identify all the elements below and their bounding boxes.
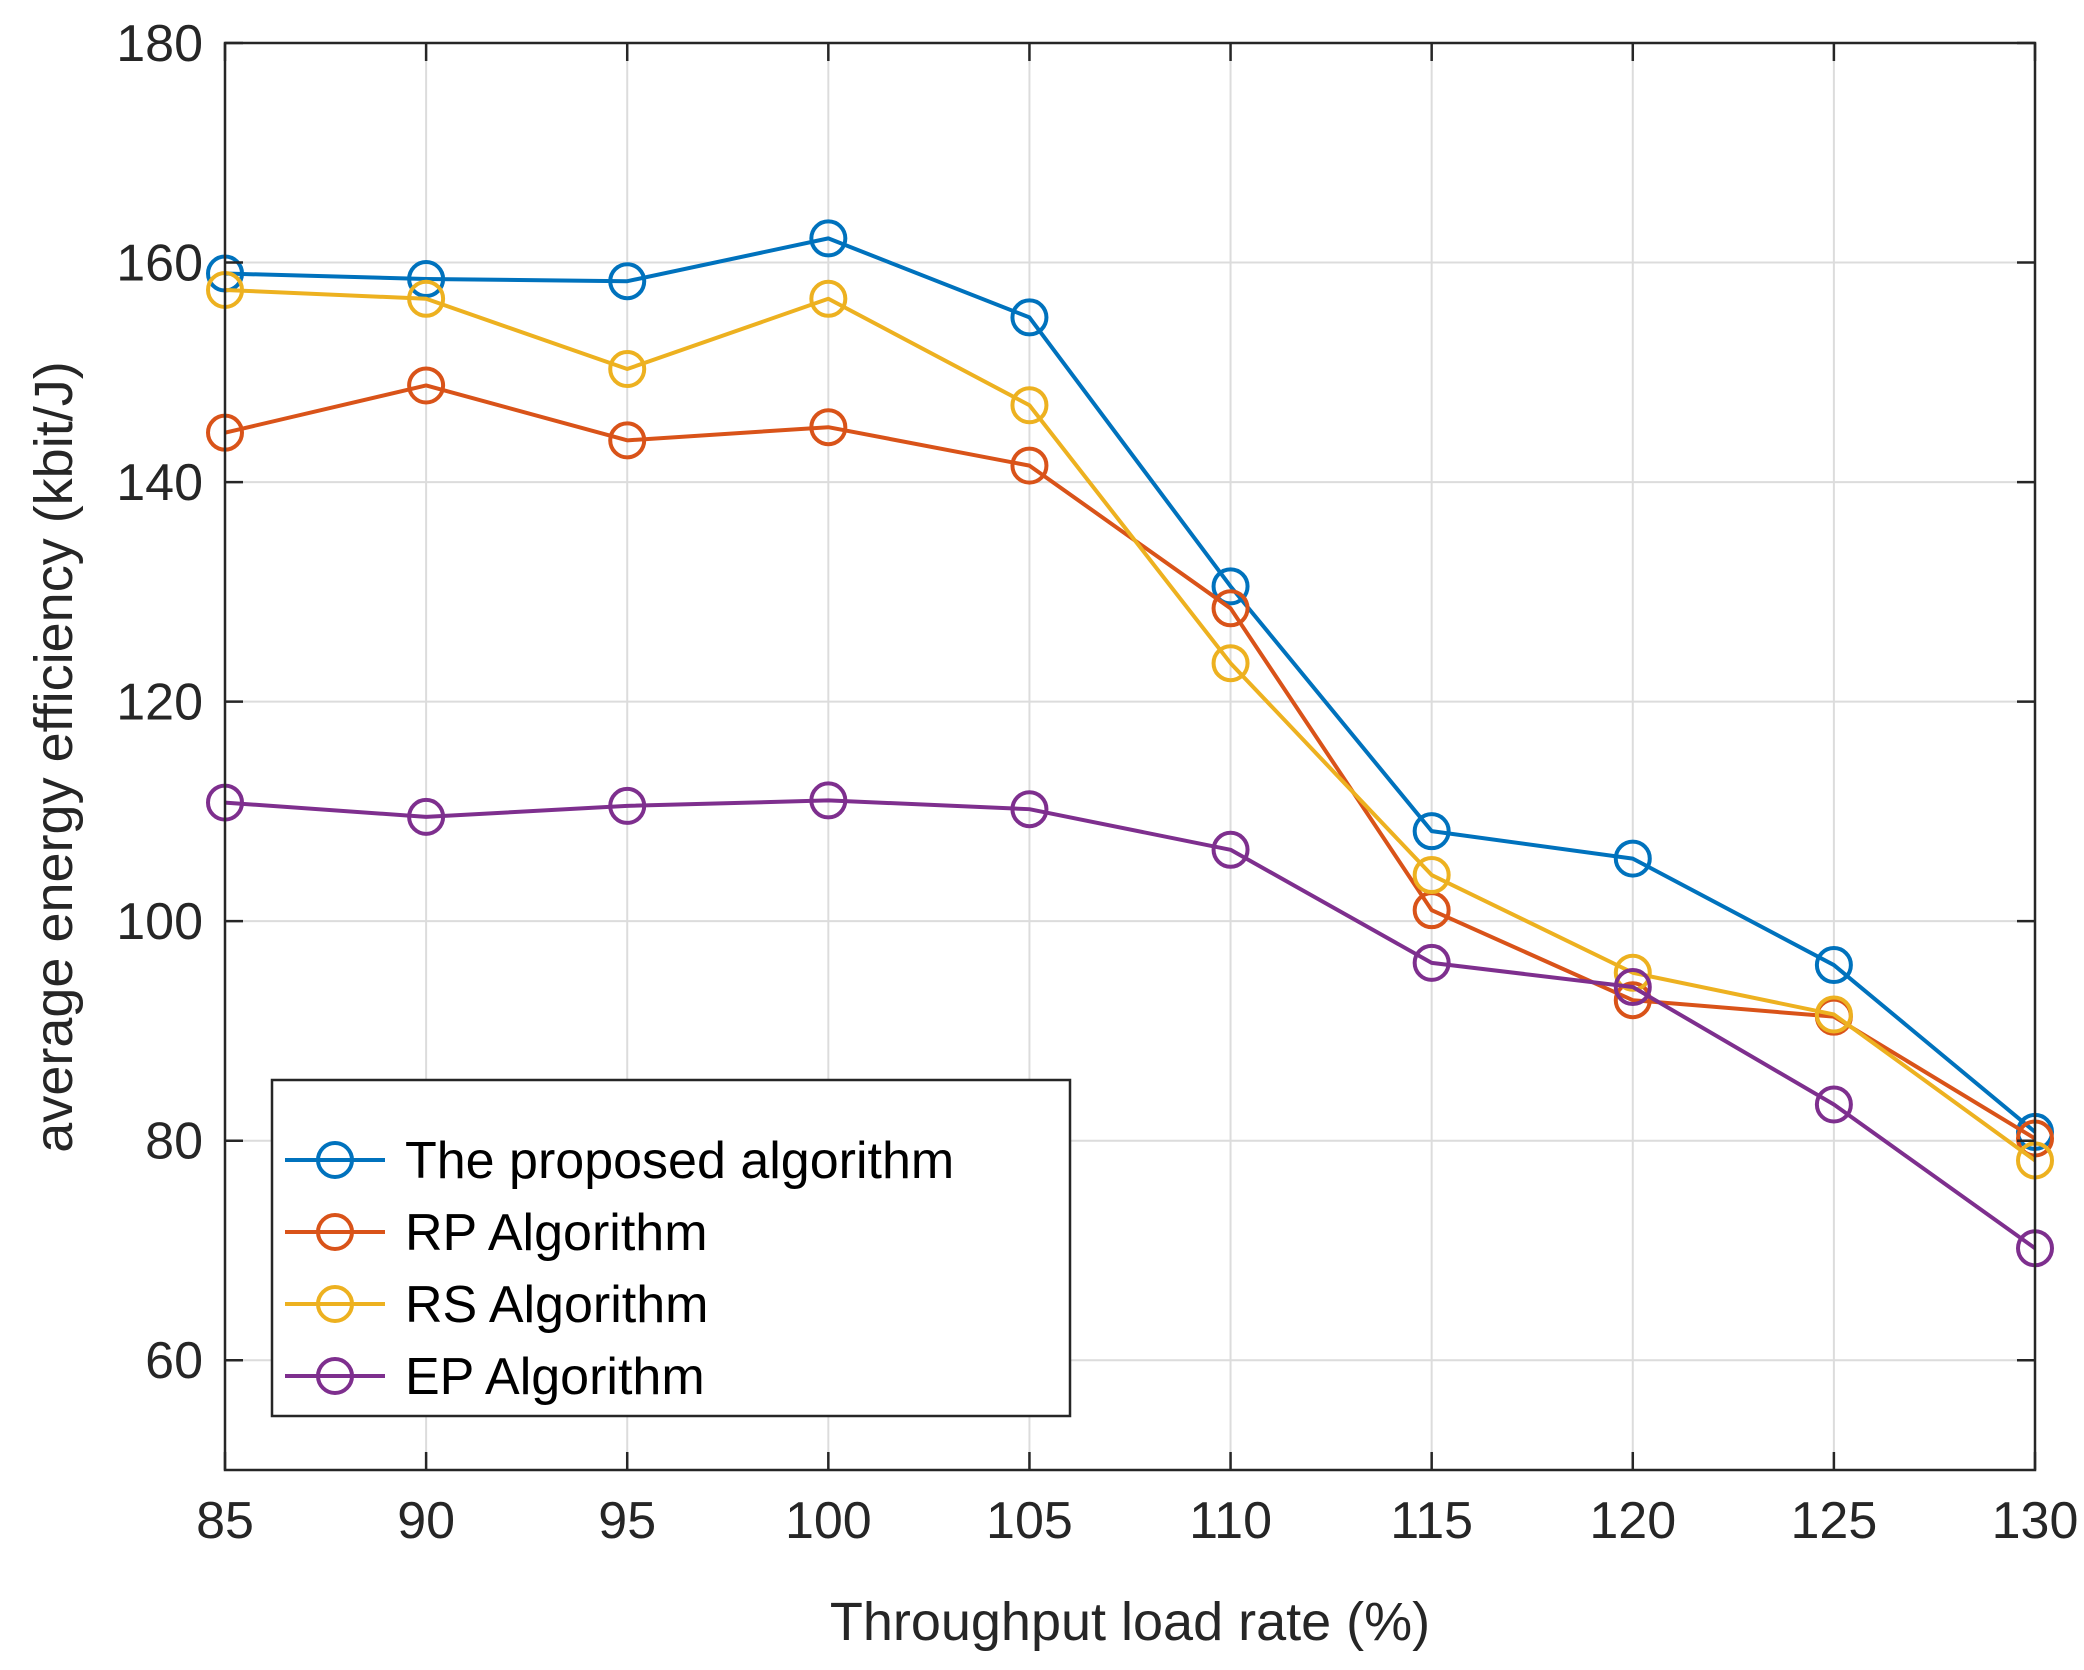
series-line — [224, 798, 2037, 1250]
series-line — [224, 287, 2037, 1163]
legend-marker-swatch — [316, 1357, 354, 1395]
x-tick-label: 85 — [196, 1492, 254, 1550]
data-point — [809, 408, 848, 447]
data-point — [407, 797, 446, 836]
y-tick-labels: 60 80 100 120 140 160 180 — [116, 15, 203, 1390]
data-point — [1211, 644, 1250, 683]
legend-label: RS Algorithm — [405, 1276, 708, 1334]
legend-marker-swatch — [316, 1285, 354, 1323]
y-tick-label: 140 — [116, 454, 203, 512]
data-point — [1412, 943, 1451, 982]
data-point — [1613, 968, 1652, 1007]
data-point — [1010, 790, 1049, 829]
x-tick-label: 120 — [1589, 1492, 1676, 1550]
legend-marker-swatch — [316, 1213, 354, 1251]
legend-entry: EP Algorithm — [285, 1348, 705, 1406]
series-line — [224, 236, 2037, 1134]
series-2 — [206, 270, 2054, 1180]
data-point — [1211, 830, 1250, 869]
data-point — [1412, 812, 1451, 851]
legend-entry: RS Algorithm — [285, 1276, 708, 1334]
data-point — [809, 279, 848, 318]
data-point — [809, 219, 848, 258]
data-point — [1613, 953, 1652, 992]
x-tick-label: 90 — [397, 1492, 455, 1550]
legend-label: The proposed algorithm — [405, 1132, 954, 1190]
y-tick-label: 60 — [145, 1332, 203, 1390]
data-point — [1814, 946, 1853, 985]
data-point — [1211, 589, 1250, 628]
legend-entry: The proposed algorithm — [285, 1132, 954, 1190]
data-point — [1613, 839, 1652, 878]
legend-marker-swatch — [316, 1141, 354, 1179]
y-tick-label: 100 — [116, 893, 203, 951]
y-tick-label: 80 — [145, 1113, 203, 1171]
x-tick-label: 125 — [1791, 1492, 1878, 1550]
data-point — [407, 366, 446, 405]
y-tick-label: 160 — [116, 235, 203, 293]
data-point — [1412, 856, 1451, 895]
legend-box — [270, 1078, 1072, 1418]
legend-entry: RP Algorithm — [285, 1204, 708, 1262]
data-point — [608, 262, 647, 301]
data-point — [1814, 995, 1853, 1034]
x-tick-label: 95 — [598, 1492, 656, 1550]
x-axis-label: Throughput load rate (%) — [830, 1592, 1430, 1652]
data-point — [407, 260, 446, 299]
legend-label: EP Algorithm — [405, 1348, 705, 1406]
x-tick-label: 115 — [1390, 1492, 1473, 1550]
data-point — [608, 350, 647, 389]
y-tick-label: 120 — [116, 674, 203, 732]
legend-label: RP Algorithm — [405, 1204, 708, 1262]
data-point — [1010, 446, 1049, 485]
data-point — [1211, 567, 1250, 606]
data-point — [1010, 298, 1049, 337]
axes-box — [223, 41, 2037, 1472]
x-tick-label: 130 — [1992, 1492, 2079, 1550]
x-tick-label: 100 — [785, 1492, 872, 1550]
data-point — [608, 786, 647, 825]
legend: The proposed algorithm RP Algorithm RS Alg… — [270, 1078, 1072, 1418]
data-point — [1613, 981, 1652, 1020]
legend-entries: The proposed algorithm RP Algorithm RS Alg… — [285, 1132, 954, 1406]
y-tick-label: 180 — [116, 15, 203, 73]
data-point — [1814, 1085, 1853, 1124]
data-point — [809, 781, 848, 820]
x-tick-label: 110 — [1189, 1492, 1272, 1550]
ticks — [223, 41, 2037, 1470]
data-point — [1010, 386, 1049, 425]
data-point — [608, 421, 647, 460]
y-axis-label: average energy efficiency (kbit/J) — [24, 361, 84, 1152]
x-tick-labels: 85 90 95 100 105 110 115 120 125 130 — [196, 1492, 2078, 1550]
data-point — [407, 279, 446, 318]
x-tick-label: 105 — [986, 1492, 1073, 1550]
series-layer — [206, 219, 2054, 1268]
series-0 — [206, 219, 2054, 1151]
